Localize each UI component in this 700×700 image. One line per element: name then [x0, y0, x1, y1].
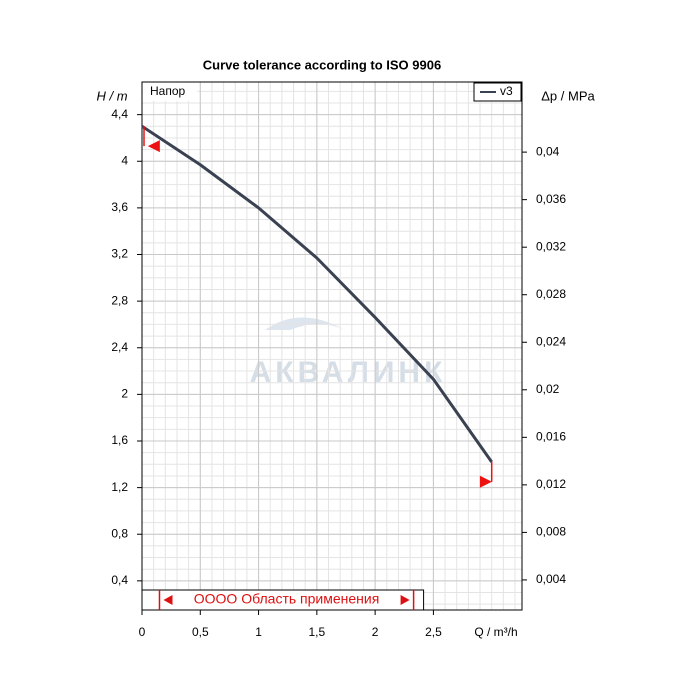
y2-tick-label: 0,012 [536, 477, 566, 491]
y-tick-label: 0,4 [111, 573, 128, 587]
legend-label: v3 [500, 84, 513, 98]
y-tick-label: 4 [121, 153, 128, 167]
y2-tick-label: 0,036 [536, 192, 566, 206]
panel-label: Напор [150, 84, 186, 98]
y-axis-label: H / m [96, 88, 127, 103]
y2-tick-label: 0,016 [536, 429, 566, 443]
chart-title: Curve tolerance according to ISO 9906 [203, 57, 441, 72]
y2-tick-label: 0,02 [536, 382, 560, 396]
y-tick-label: 2,4 [111, 340, 128, 354]
range-arrow-left [163, 595, 173, 605]
panel-label-box [143, 83, 197, 101]
x-tick-label: 2,5 [425, 625, 442, 639]
y-tick-label: 2 [121, 387, 128, 401]
y2-tick-label: 0,008 [536, 525, 566, 539]
y-tick-label: 1,6 [111, 433, 128, 447]
x-tick-label: 0 [139, 625, 146, 639]
y-tick-label: 0,8 [111, 526, 128, 540]
y2-axis-label: Δp / MPa [541, 88, 595, 103]
y2-tick-label: 0,024 [536, 334, 566, 348]
tolerance-marker [479, 475, 492, 488]
x-tick-label: 2 [372, 625, 379, 639]
tolerance-marker [147, 140, 160, 153]
x-axis-label: Q / m³/h [474, 625, 517, 639]
range-arrow-right [400, 595, 410, 605]
y2-tick-label: 0,04 [536, 144, 560, 158]
x-tick-label: 1,5 [309, 625, 326, 639]
y-tick-label: 3,6 [111, 200, 128, 214]
y-tick-label: 2,8 [111, 293, 128, 307]
range-box [141, 589, 425, 611]
x-tick-label: 1 [255, 625, 262, 639]
x-tick-label: 0,5 [192, 625, 209, 639]
y-tick-label: 4,4 [111, 107, 128, 121]
y-tick-label: 1,2 [111, 480, 128, 494]
y-tick-label: 3,2 [111, 247, 128, 261]
series-line [141, 125, 493, 463]
range-label: OOOO Область применения [194, 591, 380, 607]
y2-tick-label: 0,032 [536, 239, 566, 253]
y2-tick-label: 0,028 [536, 287, 566, 301]
y2-tick-label: 0,004 [536, 572, 566, 586]
legend-box [473, 82, 522, 102]
